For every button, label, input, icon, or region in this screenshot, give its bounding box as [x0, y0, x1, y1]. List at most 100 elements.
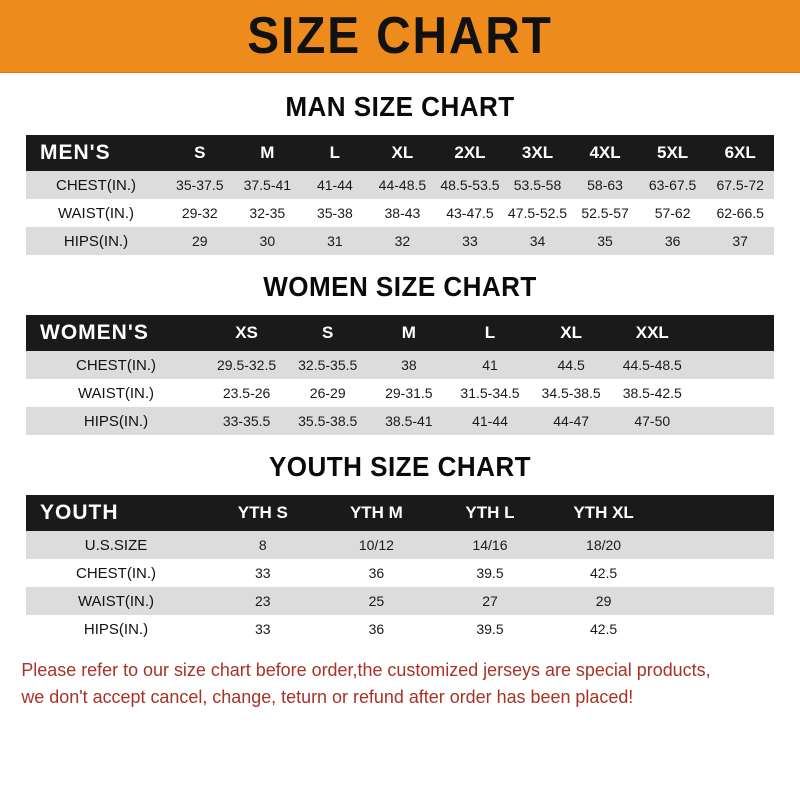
table-cell: 62-66.5 [706, 199, 774, 227]
table-cell: 38.5-41 [368, 407, 450, 435]
column-header: 4XL [571, 135, 639, 171]
column-header: 3XL [503, 135, 572, 171]
men-section: MAN SIZE CHART MEN'S S M L XL 2XL 3XL 4X… [0, 91, 800, 255]
table-cell: 35 [571, 227, 639, 255]
men-corner-label: MEN'S [26, 135, 166, 171]
page-title: SIZE CHART [247, 7, 553, 65]
youth-corner-label: YOUTH [26, 495, 206, 531]
column-header: 6XL [706, 135, 774, 171]
table-cell: 42.5 [546, 615, 661, 643]
table-cell: 36 [319, 559, 434, 587]
youth-section-title: YOUTH SIZE CHART [268, 451, 532, 482]
table-cell: 29 [166, 227, 234, 255]
order-policy-note: Please refer to our size chart before or… [0, 657, 776, 711]
row-label: CHEST(IN.) [26, 559, 206, 587]
table-cell: 29-31.5 [368, 379, 450, 407]
column-header: S [287, 315, 369, 351]
table-cell: 23.5-26 [206, 379, 288, 407]
table-cell: 44.5-48.5 [611, 351, 693, 379]
table-cell: 29 [546, 587, 661, 615]
row-label: HIPS(IN.) [26, 227, 166, 255]
column-header-empty [660, 495, 774, 531]
column-header: XL [368, 135, 437, 171]
table-cell: 37.5-41 [233, 171, 302, 199]
column-header: M [233, 135, 302, 171]
table-cell: 58-63 [571, 171, 639, 199]
row-label: CHEST(IN.) [26, 351, 206, 379]
table-cell: 47-50 [611, 407, 693, 435]
table-row: HIPS(IN.) 33 36 39.5 42.5 [26, 615, 774, 643]
table-cell-empty [692, 379, 774, 407]
page-banner: SIZE CHART [0, 0, 800, 73]
column-header: L [449, 315, 531, 351]
table-cell-empty [692, 351, 774, 379]
column-header: XXL [611, 315, 693, 351]
table-cell-empty [692, 407, 774, 435]
table-cell: 38 [368, 351, 450, 379]
table-cell: 32-35 [233, 199, 302, 227]
column-header-empty [692, 315, 774, 351]
table-cell: 26-29 [287, 379, 369, 407]
table-cell: 32 [368, 227, 437, 255]
women-section-title: WOMEN SIZE CHART [263, 271, 537, 302]
row-label: WAIST(IN.) [26, 379, 206, 407]
table-cell: 29-32 [166, 199, 234, 227]
table-cell: 33 [206, 559, 320, 587]
table-cell: 63-67.5 [638, 171, 707, 199]
column-header: XL [530, 315, 612, 351]
order-policy-line-2: we don't accept cancel, change, teturn o… [21, 685, 634, 707]
row-label: U.S.SIZE [26, 531, 206, 559]
table-row: HIPS(IN.) 33-35.5 35.5-38.5 38.5-41 41-4… [26, 407, 774, 435]
table-cell: 23 [206, 587, 320, 615]
table-cell: 41-44 [449, 407, 531, 435]
column-header: XS [206, 315, 288, 351]
table-cell: 44.5 [530, 351, 612, 379]
order-policy-line-1: Please refer to our size chart before or… [21, 659, 711, 680]
table-header-row: MEN'S S M L XL 2XL 3XL 4XL 5XL 6XL [26, 135, 774, 171]
table-cell: 37 [706, 227, 774, 255]
table-cell: 36 [638, 227, 707, 255]
table-header-row: WOMEN'S XS S M L XL XXL [26, 315, 774, 351]
table-cell: 38-43 [368, 199, 437, 227]
table-cell: 18/20 [546, 531, 661, 559]
table-cell: 48.5-53.5 [436, 171, 504, 199]
row-label: CHEST(IN.) [26, 171, 166, 199]
table-row: CHEST(IN.) 33 36 39.5 42.5 [26, 559, 774, 587]
table-cell: 41-44 [301, 171, 369, 199]
table-cell: 27 [433, 587, 547, 615]
table-cell: 25 [319, 587, 434, 615]
table-row: HIPS(IN.) 29 30 31 32 33 34 35 36 37 [26, 227, 774, 255]
row-label: WAIST(IN.) [26, 587, 206, 615]
women-corner-label: WOMEN'S [26, 315, 206, 351]
table-cell: 57-62 [638, 199, 707, 227]
table-cell: 43-47.5 [436, 199, 504, 227]
table-cell-empty [660, 559, 774, 587]
table-cell: 44-48.5 [368, 171, 437, 199]
table-row: WAIST(IN.) 29-32 32-35 35-38 38-43 43-47… [26, 199, 774, 227]
youth-size-table: YOUTH YTH S YTH M YTH L YTH XL U.S.SIZE … [26, 495, 774, 643]
women-size-table: WOMEN'S XS S M L XL XXL CHEST(IN.) 29.5-… [26, 315, 774, 435]
table-cell: 35.5-38.5 [287, 407, 369, 435]
table-row: U.S.SIZE 8 10/12 14/16 18/20 [26, 531, 774, 559]
women-section: WOMEN SIZE CHART WOMEN'S XS S M L XL XXL [0, 271, 800, 435]
table-cell: 53.5-58 [503, 171, 572, 199]
table-cell: 39.5 [433, 559, 547, 587]
row-label: HIPS(IN.) [26, 407, 206, 435]
table-cell-empty [660, 587, 774, 615]
table-cell: 33-35.5 [206, 407, 288, 435]
table-cell: 31.5-34.5 [449, 379, 531, 407]
table-row: WAIST(IN.) 23.5-26 26-29 29-31.5 31.5-34… [26, 379, 774, 407]
table-cell: 41 [449, 351, 531, 379]
column-header: YTH L [433, 495, 547, 531]
row-label: WAIST(IN.) [26, 199, 166, 227]
table-cell: 52.5-57 [571, 199, 639, 227]
table-row: CHEST(IN.) 29.5-32.5 32.5-35.5 38 41 44.… [26, 351, 774, 379]
column-header: L [301, 135, 369, 171]
table-cell: 34.5-38.5 [530, 379, 612, 407]
youth-section: YOUTH SIZE CHART YOUTH YTH S YTH M YTH L… [0, 451, 800, 643]
table-cell: 34 [503, 227, 572, 255]
men-section-title: MAN SIZE CHART [285, 91, 515, 122]
table-row: WAIST(IN.) 23 25 27 29 [26, 587, 774, 615]
table-cell: 29.5-32.5 [206, 351, 288, 379]
